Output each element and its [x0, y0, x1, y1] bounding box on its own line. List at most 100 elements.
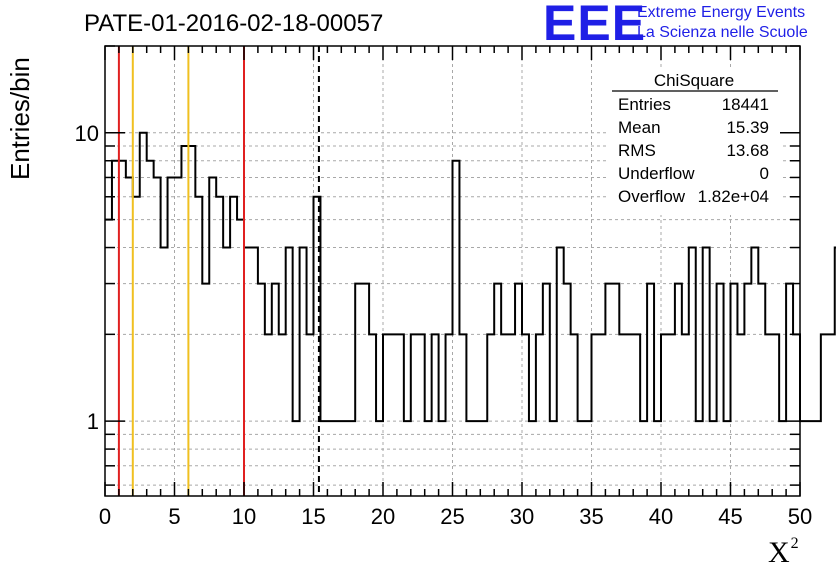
histogram-bin: [327, 421, 334, 496]
histogram-bins: [105, 131, 836, 496]
histogram-bin: [578, 421, 585, 496]
histogram-bin: [508, 334, 515, 496]
stats-row-label: Overflow: [618, 187, 686, 206]
histogram-bin: [230, 197, 237, 496]
histogram-bin: [265, 334, 272, 496]
histogram-bin: [209, 177, 216, 496]
chart-title: PATE-01-2016-02-18-00057: [84, 10, 384, 37]
histogram-bin: [369, 334, 376, 496]
histogram-bin: [362, 284, 369, 496]
axis-ticks: 0 5 10 15 20 25 30 35 40 45 50 1 10: [75, 45, 812, 529]
eee-logo-icon: EEE: [543, 0, 647, 51]
histogram-bin: [501, 334, 508, 496]
histogram-bin: [717, 284, 724, 496]
histogram-bin: [168, 177, 175, 496]
stats-row-value: 13.68: [726, 141, 769, 160]
histogram-bin: [223, 248, 230, 496]
histogram-bin: [244, 248, 251, 496]
histogram-bin: [397, 334, 404, 496]
histogram-bin: [279, 334, 286, 496]
histogram-bin: [647, 284, 654, 496]
histogram-bin: [640, 421, 647, 496]
histogram-bin: [459, 334, 466, 496]
histogram-bin: [821, 334, 828, 496]
histogram-bin: [744, 284, 751, 496]
histogram-bin: [689, 248, 696, 496]
stats-title: ChiSquare: [654, 71, 734, 90]
histogram-bin: [418, 334, 425, 496]
x-axis-label-superscript: 2: [790, 535, 799, 552]
histogram-bin: [592, 334, 599, 496]
histogram-bin: [390, 334, 397, 496]
histogram-bin: [216, 197, 223, 496]
histogram-bin: [682, 334, 689, 496]
histogram-bin: [446, 334, 453, 496]
histogram-bin: [786, 284, 793, 496]
histogram-bin: [411, 334, 418, 496]
histogram-bin: [404, 421, 411, 496]
stats-row-label: Entries: [618, 95, 671, 114]
histogram-bin: [605, 284, 612, 496]
x-tick-label: 50: [788, 504, 812, 529]
stats-row-value: 1.82e+04: [698, 187, 769, 206]
histogram-bin: [161, 248, 168, 496]
histogram-bin: [202, 284, 209, 496]
histogram-bin: [494, 284, 501, 496]
histogram-bin: [737, 334, 744, 496]
stats-row-value: 15.39: [726, 118, 769, 137]
logo-text-line1: Extreme Energy Events: [637, 4, 806, 21]
histogram-bin: [626, 334, 633, 496]
histogram-bin: [320, 421, 327, 496]
histogram-bin: [432, 334, 439, 496]
histogram-bin: [293, 421, 300, 496]
histogram-bin: [286, 248, 293, 496]
histogram-bin: [529, 421, 536, 496]
histogram-bin: [355, 284, 362, 496]
histogram-bin: [751, 248, 758, 496]
y-tick-label: 1: [87, 409, 99, 434]
histogram-bin: [466, 421, 473, 496]
histogram-bin: [564, 284, 571, 496]
histogram-bin: [758, 284, 765, 496]
histogram-bin: [154, 177, 161, 496]
histogram-bin: [585, 421, 592, 496]
histogram-bin: [668, 334, 675, 496]
histogram-bin: [765, 334, 772, 496]
histogram-bin: [772, 334, 779, 496]
histogram-bin: [800, 421, 807, 496]
histogram-bin: [272, 284, 279, 496]
histogram-bin: [140, 133, 147, 496]
histogram-bin: [731, 284, 738, 496]
histogram-bin: [724, 421, 731, 496]
histogram-bin: [675, 284, 682, 496]
histogram-line: [105, 131, 836, 423]
histogram-bin: [300, 248, 307, 496]
x-tick-label: 25: [440, 504, 464, 529]
logo-text-line2: La Scienza nelle Scuole: [637, 24, 808, 41]
histogram-bin: [334, 421, 341, 496]
x-tick-label: 30: [510, 504, 534, 529]
x-tick-label: 15: [301, 504, 325, 529]
histogram-bin: [383, 334, 390, 496]
stats-row-label: Underflow: [618, 164, 695, 183]
histogram-bin: [181, 146, 188, 496]
histogram-bin: [480, 421, 487, 496]
x-tick-label: 35: [579, 504, 603, 529]
x-tick-label: 20: [371, 504, 395, 529]
histogram-bin: [661, 334, 668, 496]
histogram-bin: [119, 161, 126, 496]
histogram-bin: [654, 421, 661, 496]
x-axis-label: X2: [768, 535, 799, 570]
histogram-bin: [251, 248, 258, 496]
histogram-bin: [633, 334, 640, 496]
histogram-bin: [814, 421, 821, 496]
histogram-bin: [307, 334, 314, 496]
histogram-bin: [453, 161, 460, 496]
stats-row-label: RMS: [618, 141, 656, 160]
histogram-bin: [793, 334, 800, 496]
histogram-bin: [105, 220, 112, 496]
histogram-bin: [543, 284, 550, 496]
histogram-bin: [473, 421, 480, 496]
x-tick-label: 45: [718, 504, 742, 529]
